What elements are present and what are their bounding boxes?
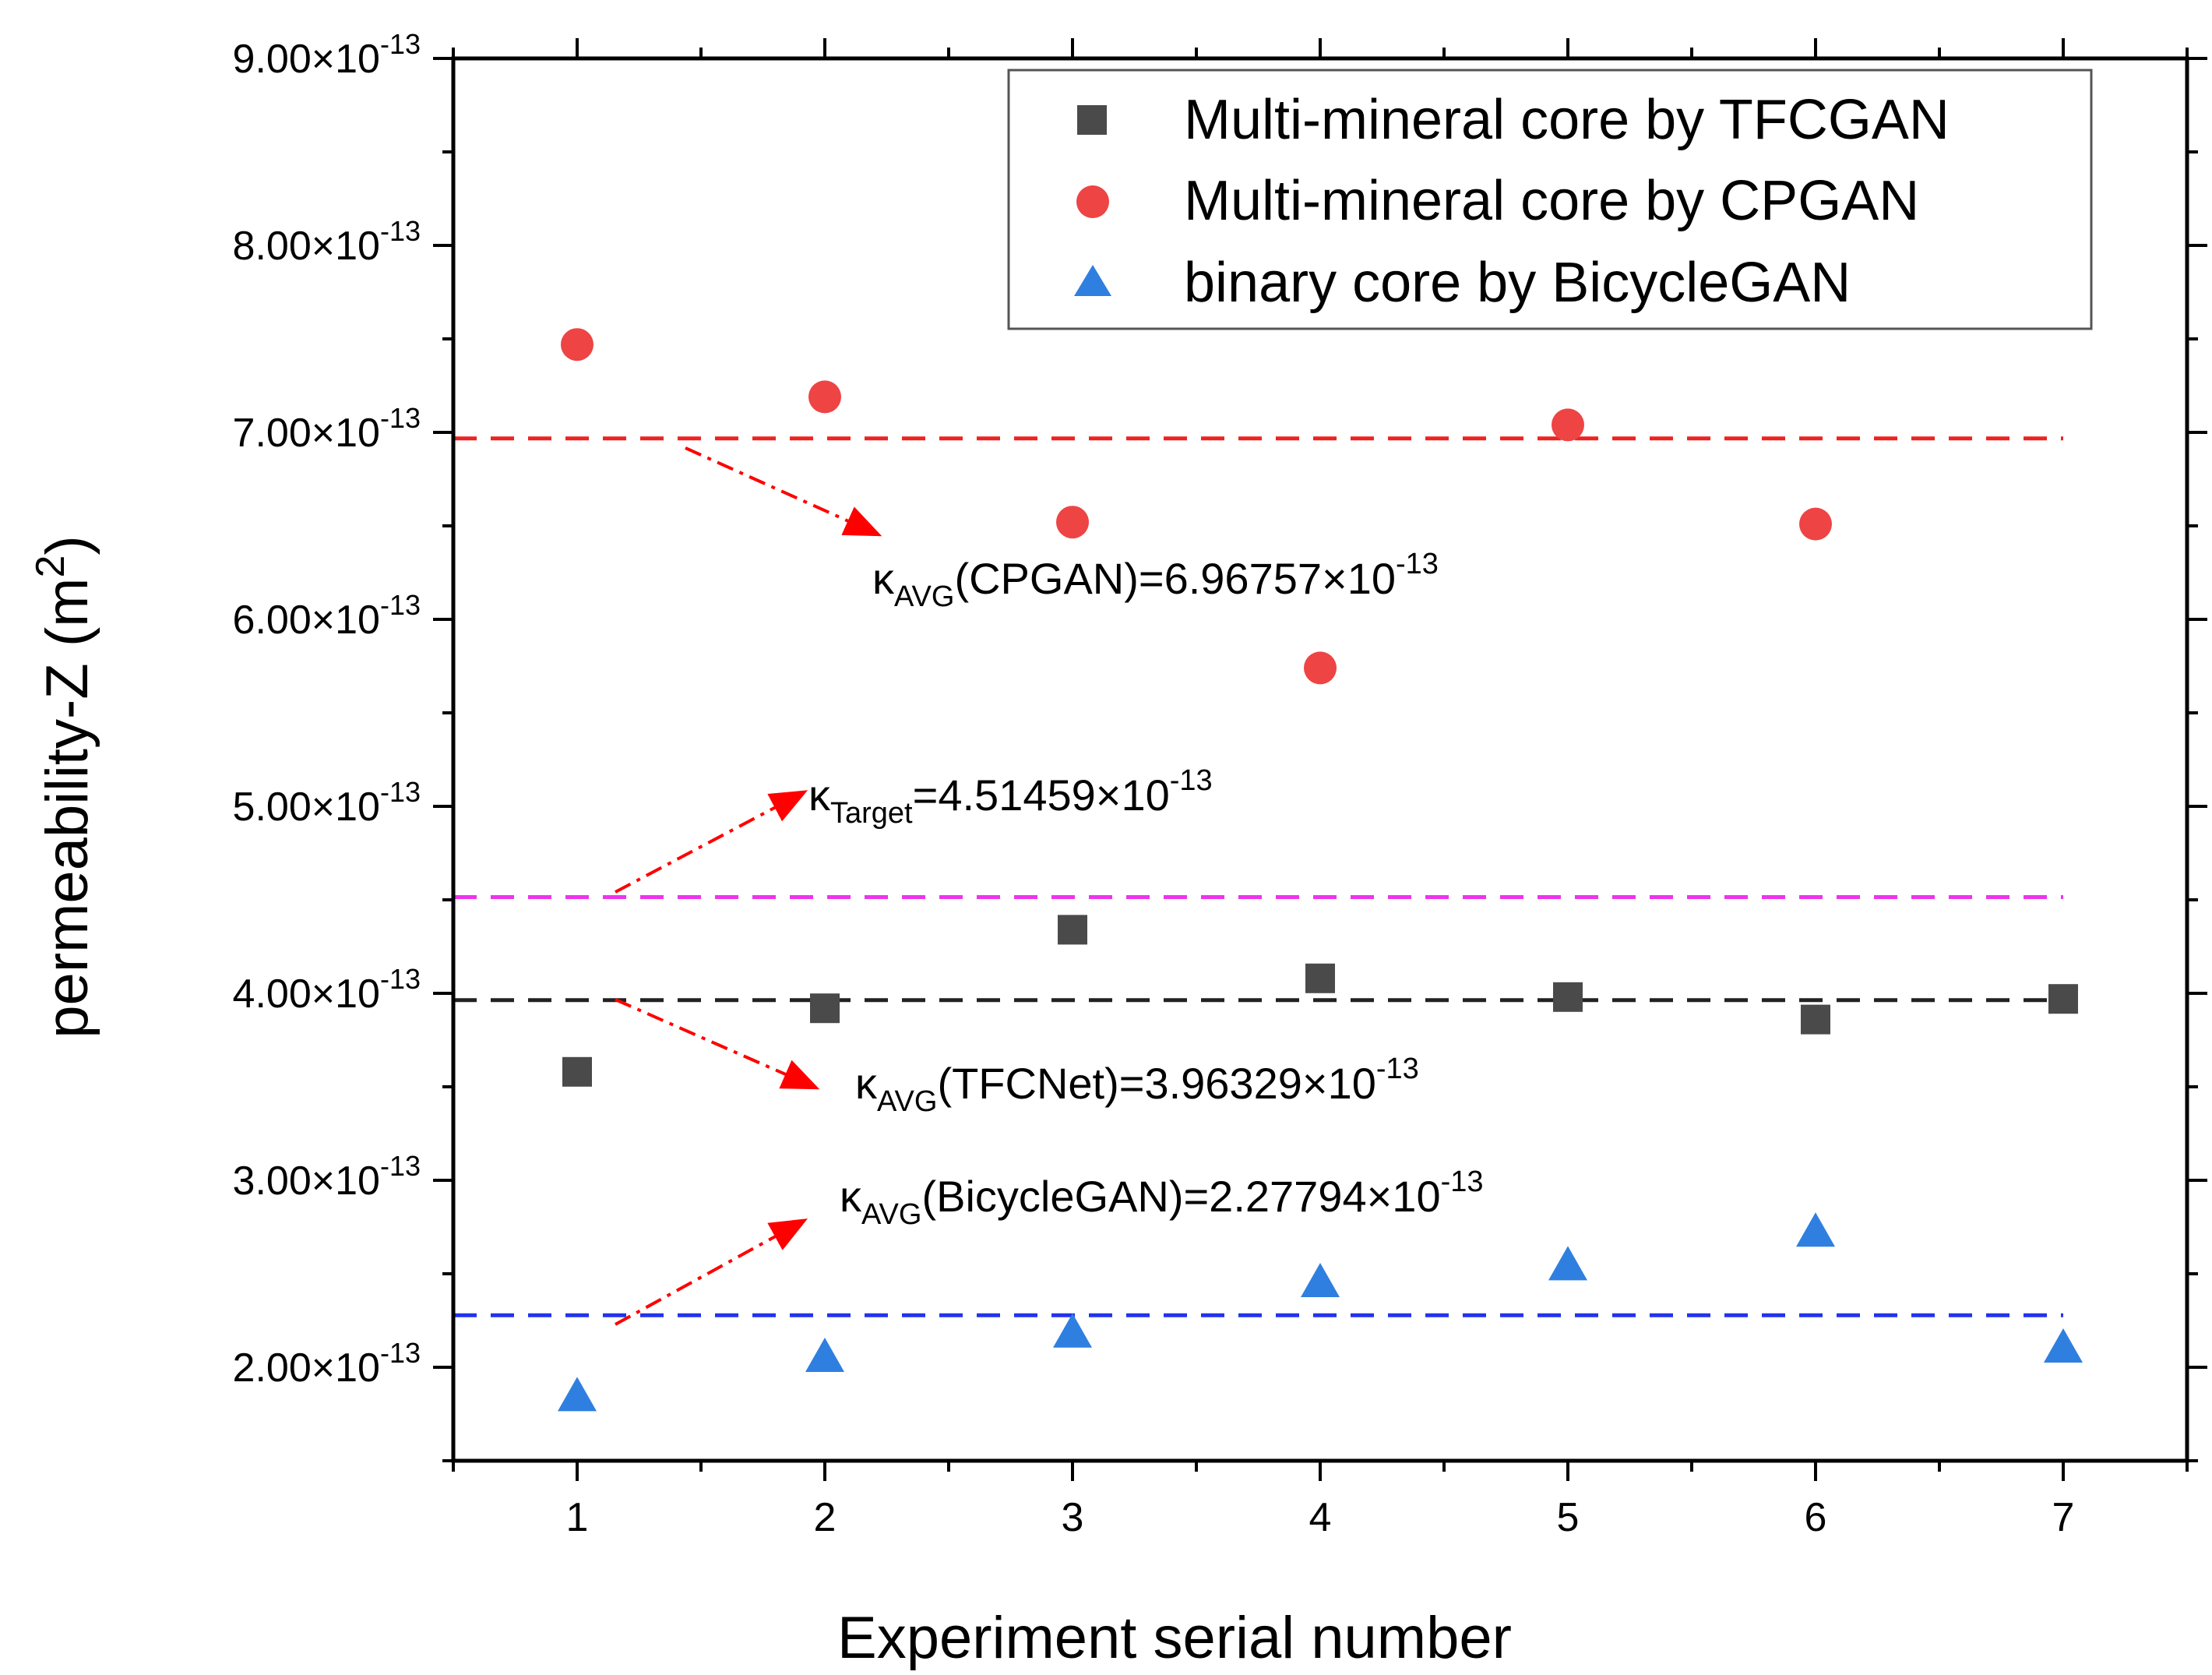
annotation-kappa: κ <box>808 770 831 820</box>
annotation-subscript: Target <box>830 797 913 830</box>
point-cpgan <box>1799 507 1832 541</box>
point-bicyclegan <box>2044 1328 2083 1363</box>
x-tick-label: 5 <box>1557 1495 1580 1540</box>
point-bicyclegan <box>1548 1246 1587 1281</box>
y-axis-title-end: ) <box>34 535 100 555</box>
point-tfcgan <box>562 1056 592 1087</box>
x-tick-label: 4 <box>1309 1495 1332 1540</box>
y-tick-label: 9.00×10-13 <box>233 28 421 82</box>
annotation-exponent: -13 <box>1376 1053 1419 1085</box>
annotation-arrow <box>615 1218 808 1326</box>
y-tick-label: 2.00×10-13 <box>233 1337 421 1391</box>
point-tfcgan <box>1058 915 1087 945</box>
y-tick-label: 8.00×10-13 <box>233 215 421 269</box>
y-axis-title-main: permeability-Z (m <box>34 578 100 1038</box>
point-tfcgan <box>1305 963 1335 993</box>
point-tfcgan <box>1553 982 1583 1012</box>
legend-box <box>1007 69 2093 330</box>
y-tick-label: 5.00×10-13 <box>233 776 421 830</box>
y-tick-label: 7.00×10-13 <box>233 402 421 456</box>
y-axis-title-superscript: 2 <box>28 555 73 578</box>
annotation-arrow <box>615 790 808 894</box>
point-tfcgan <box>810 993 840 1024</box>
point-bicyclegan <box>805 1338 844 1372</box>
legend-label-bicyclegan: binary core by BicycleGAN <box>1184 252 1851 314</box>
annotation-kappa: κ <box>840 1172 862 1221</box>
annotation-arrow <box>615 998 820 1090</box>
annotation-exponent: -13 <box>1396 548 1439 580</box>
y-tick-label: 3.00×10-13 <box>233 1150 421 1204</box>
annotation-value: (CPGAN)=6.96757×10 <box>954 554 1396 603</box>
point-tfcgan <box>1801 1004 1830 1035</box>
x-tick-label: 7 <box>2052 1495 2075 1540</box>
x-tick-label: 1 <box>566 1495 589 1540</box>
point-bicyclegan <box>1053 1313 1092 1348</box>
data-points <box>558 328 2083 1412</box>
annotation-subscript: AVG <box>894 580 954 613</box>
point-cpgan <box>1304 651 1337 685</box>
annotation-bicyclegan-avg: κAVG(BicycleGAN)=2.27794×10-13 <box>840 1165 1484 1231</box>
annotation-subscript: AVG <box>877 1085 937 1118</box>
legend-label-tfcgan: Multi-mineral core by TFCGAN <box>1184 89 1950 151</box>
point-cpgan <box>808 380 841 414</box>
annotation-exponent: -13 <box>1441 1165 1484 1198</box>
y-tick-label: 6.00×10-13 <box>233 589 421 643</box>
point-tfcgan <box>2048 984 2078 1014</box>
annotation-arrow <box>685 446 882 537</box>
point-cpgan <box>1552 408 1584 442</box>
annotation-value: (TFCNet)=3.96329×10 <box>937 1059 1375 1108</box>
legend-marker-tfcgan <box>1077 105 1107 135</box>
point-cpgan <box>561 328 594 361</box>
x-axis-title: Experiment serial number <box>837 1605 1512 1671</box>
y-tick-label: 4.00×10-13 <box>233 963 421 1017</box>
annotation-value: =4.51459×10 <box>913 770 1170 820</box>
annotation-target: κTarget=4.51459×10-13 <box>808 764 1213 830</box>
annotation-value: (BicycleGAN)=2.27794×10 <box>921 1172 1440 1221</box>
annotation-arrows <box>615 446 882 1326</box>
point-bicyclegan <box>558 1377 597 1412</box>
x-tick-label: 2 <box>814 1495 837 1540</box>
legend-marker-bicyclegan <box>1074 265 1111 296</box>
x-tick-label: 6 <box>1805 1495 1827 1540</box>
annotation-exponent: -13 <box>1170 764 1213 797</box>
annotation-kappa: κ <box>872 554 895 603</box>
legend: Multi-mineral core by TFCGAN Multi-miner… <box>1007 69 2093 330</box>
x-tick-label: 3 <box>1062 1495 1084 1540</box>
y-axis-title: permeability-Z (m2) <box>28 535 100 1038</box>
axis-ticks: 1 2 3 4 5 6 7 2.00×10-13 3.00×10-13 4.00×10-13 5.0… <box>233 28 2207 1540</box>
annotation-subscript: AVG <box>861 1198 921 1231</box>
reference-lines <box>453 436 2063 1317</box>
annotation-cpgan-avg: κAVG(CPGAN)=6.96757×10-13 <box>872 548 1439 613</box>
legend-label-cpgan: Multi-mineral core by CPGAN <box>1184 170 1919 232</box>
legend-marker-cpgan <box>1076 185 1109 218</box>
annotation-kappa: κ <box>855 1059 878 1108</box>
point-bicyclegan <box>1301 1263 1340 1297</box>
point-cpgan <box>1056 506 1089 539</box>
annotation-tfcnet-avg: κAVG(TFCNet)=3.96329×10-13 <box>855 1053 1419 1118</box>
point-bicyclegan <box>1796 1212 1835 1247</box>
